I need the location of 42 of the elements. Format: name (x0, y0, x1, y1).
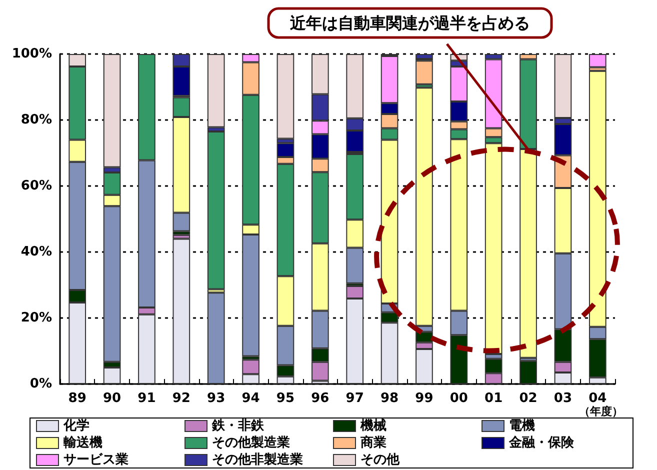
legend-label: サービス業 (64, 452, 128, 468)
legend-label: 化学 (62, 418, 90, 434)
x-tick-label: 98 (380, 391, 399, 406)
legend-label: 機械 (360, 418, 386, 434)
y-tick-label: 60% (20, 178, 52, 194)
x-tick-label: 04 (588, 391, 607, 406)
y-tick-label: 0% (30, 376, 52, 392)
x-tick-label: 00 (450, 391, 468, 406)
legend-label: その他製造業 (212, 436, 290, 450)
x-tick-label: 97 (346, 391, 364, 406)
x-tick-label: 92 (172, 391, 190, 406)
bar (172, 238, 190, 384)
legend-label: その他非製造業 (212, 452, 303, 468)
x-tick-label: 93 (207, 391, 226, 406)
legend-label: 鉄・非鉄 (211, 418, 265, 434)
legend-label: 電機 (509, 418, 535, 434)
x-tick-label: 96 (311, 391, 330, 406)
x-tick-label: 01 (484, 391, 503, 406)
bar (207, 54, 225, 128)
legend-label: 金融・保険 (508, 436, 575, 450)
bar (520, 360, 537, 384)
x-tick-label: 89 (68, 391, 86, 406)
bar (276, 54, 294, 139)
x-tick-label: 91 (138, 391, 156, 406)
annotation: 近年は自動車関連が過半を占める (289, 14, 530, 32)
bar (207, 132, 225, 290)
legend-label: その他 (360, 452, 400, 468)
x-tick-label: 02 (519, 391, 538, 406)
x-tick-label: 90 (102, 391, 122, 406)
x-axis-title: （年度） (579, 405, 623, 418)
bar (207, 292, 225, 384)
y-tick-label: 20% (20, 310, 52, 326)
y-tick-label: 100% (12, 46, 52, 62)
legend-label: 輸送機 (62, 436, 102, 450)
legend-label: 商業 (360, 434, 386, 450)
x-tick-label: 03 (554, 391, 572, 406)
x-tick-label: 99 (415, 391, 434, 406)
x-tick-label: 95 (276, 391, 295, 406)
x-tick-label: 94 (242, 391, 260, 406)
bar (588, 54, 606, 68)
y-tick-label: 40% (20, 244, 52, 260)
y-tick-label: 80% (20, 112, 52, 128)
